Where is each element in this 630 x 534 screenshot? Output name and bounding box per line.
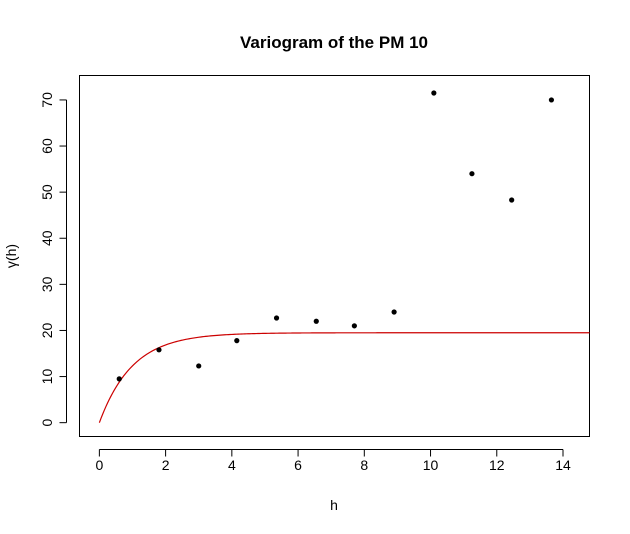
x-tick-label: 0 — [95, 457, 103, 473]
data-point — [116, 376, 122, 382]
fitted-model-curve — [98, 332, 590, 423]
data-point — [431, 90, 437, 96]
data-point — [313, 318, 319, 324]
x-tick-label: 14 — [555, 457, 571, 473]
y-tick-label: 60 — [39, 138, 55, 154]
y-tick-label: 10 — [39, 369, 55, 385]
data-point — [351, 323, 357, 329]
data-point — [469, 171, 475, 177]
x-tick-label: 6 — [294, 457, 302, 473]
x-axis: 0 2 4 6 8 10 12 14 — [95, 449, 571, 473]
plot-area-frame — [79, 75, 590, 437]
data-point — [156, 347, 162, 353]
y-axis: 0 10 20 30 40 50 60 70 — [39, 92, 67, 427]
y-axis-label: γ(h) — [3, 244, 19, 268]
data-point — [273, 315, 280, 321]
y-tick-label: 50 — [39, 184, 55, 200]
data-point — [196, 363, 202, 369]
x-tick-label: 8 — [360, 457, 368, 473]
y-tick-label: 40 — [39, 230, 55, 246]
x-axis-label: h — [330, 497, 338, 513]
data-points — [116, 90, 555, 382]
x-tick-label: 2 — [162, 457, 170, 473]
chart-title: Variogram of the PM 10 — [240, 33, 428, 52]
y-tick-label: 0 — [39, 419, 55, 427]
y-tick-label: 70 — [39, 92, 55, 108]
data-point — [548, 97, 555, 103]
data-point — [509, 197, 515, 203]
x-tick-label: 4 — [228, 457, 236, 473]
y-tick-label: 20 — [39, 322, 55, 338]
data-point — [391, 309, 397, 315]
data-point — [234, 338, 240, 344]
y-tick-label: 30 — [39, 276, 55, 292]
x-tick-label: 12 — [489, 457, 505, 473]
x-tick-label: 10 — [423, 457, 439, 473]
